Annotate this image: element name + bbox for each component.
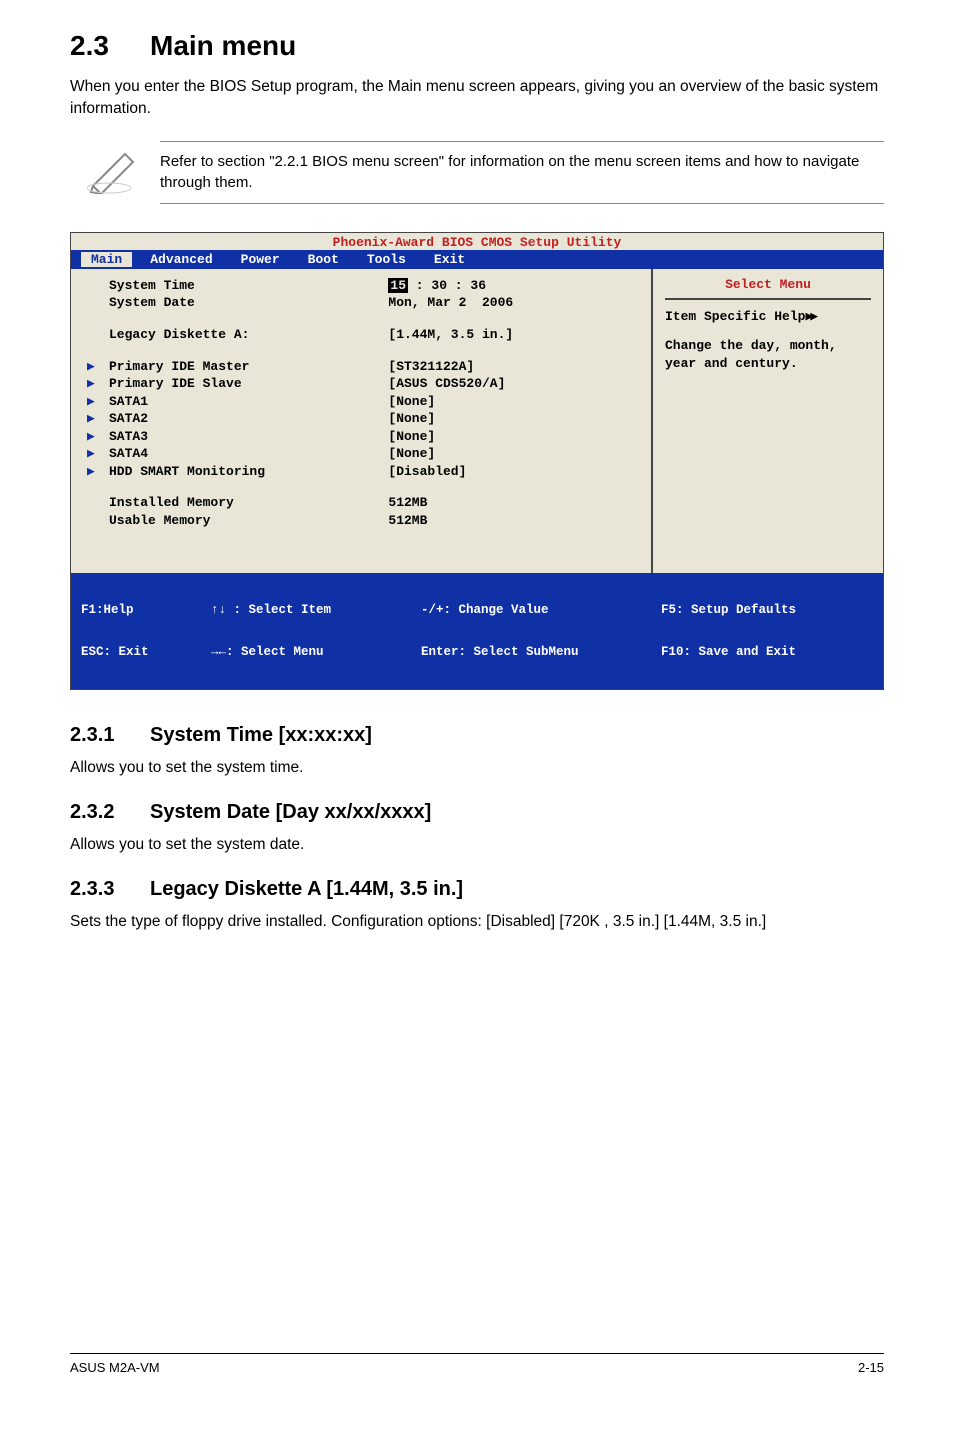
footer-f1: F1:Help	[81, 603, 211, 617]
submenu-arrow-icon: ▶	[87, 428, 109, 446]
submenu-arrow-icon: ▶	[87, 393, 109, 411]
tab-boot[interactable]: Boot	[294, 252, 353, 267]
tab-tools[interactable]: Tools	[353, 252, 420, 267]
heading-title: Main menu	[150, 30, 296, 61]
tab-main[interactable]: Main	[81, 252, 132, 267]
section-heading: 2.3.3Legacy Diskette A [1.44M, 3.5 in.]	[70, 878, 884, 901]
section-legacy-diskette: 2.3.3Legacy Diskette A [1.44M, 3.5 in.] …	[70, 878, 884, 933]
tab-power[interactable]: Power	[227, 252, 294, 267]
submenu-arrow-icon: ▶	[87, 410, 109, 428]
tab-exit[interactable]: Exit	[420, 252, 479, 267]
section-body: Allows you to set the system time.	[70, 757, 884, 779]
bios-title: Phoenix-Award BIOS CMOS Setup Utility	[71, 233, 883, 250]
page-heading: 2.3Main menu	[70, 30, 884, 62]
bios-body: System Time 15 : 30 : 36 System Date Mon…	[71, 269, 883, 574]
row-primary-master[interactable]: ▶Primary IDE Master [ST321122A]	[87, 358, 635, 376]
submenu-arrow-icon: ▶	[87, 463, 109, 481]
footer-select-submenu: Enter: Select SubMenu	[421, 645, 661, 659]
help-block: Item Specific Help▶▶ Change the day, mon…	[665, 300, 871, 373]
note-text: Refer to section "2.2.1 BIOS menu screen…	[160, 141, 884, 204]
footer-esc: ESC: Exit	[81, 645, 211, 659]
footer-select-item: ↑↓ : Select Item	[211, 603, 421, 617]
section-body: Allows you to set the system date.	[70, 834, 884, 856]
section-heading: 2.3.1System Time [xx:xx:xx]	[70, 724, 884, 747]
bios-menubar: Main Advanced Power Boot Tools Exit	[71, 250, 883, 269]
row-installed-memory: Installed Memory 512MB	[87, 494, 635, 512]
legacy-label: Legacy Diskette A:	[109, 327, 249, 342]
time-hour-selected: 15	[388, 278, 408, 293]
submenu-arrow-icon: ▶	[87, 358, 109, 376]
double-arrow-icon: ▶▶	[805, 309, 815, 324]
row-sata2[interactable]: ▶SATA2 [None]	[87, 410, 635, 428]
system-date-value: Mon, Mar 2 2006	[388, 294, 635, 312]
section-system-date: 2.3.2System Date [Day xx/xx/xxxx] Allows…	[70, 801, 884, 856]
help-title: Item Specific Help	[665, 309, 805, 324]
pencil-icon	[70, 146, 160, 199]
time-rest: : 30 : 36	[408, 278, 486, 293]
row-system-time[interactable]: System Time 15 : 30 : 36	[87, 277, 635, 295]
row-usable-memory: Usable Memory 512MB	[87, 512, 635, 530]
system-date-label: System Date	[109, 295, 195, 310]
bios-screen: Phoenix-Award BIOS CMOS Setup Utility Ma…	[70, 232, 884, 691]
section-heading: 2.3.2System Date [Day xx/xx/xxxx]	[70, 801, 884, 824]
row-sata1[interactable]: ▶SATA1 [None]	[87, 393, 635, 411]
page-footer: ASUS M2A-VM 2-15	[70, 1353, 884, 1375]
bios-footer: F1:Help ESC: Exit ↑↓ : Select Item →←: S…	[71, 573, 883, 689]
submenu-arrow-icon: ▶	[87, 445, 109, 463]
heading-number: 2.3	[70, 30, 150, 62]
intro-paragraph: When you enter the BIOS Setup program, t…	[70, 76, 884, 119]
tab-advanced[interactable]: Advanced	[136, 252, 226, 267]
bios-left-panel: System Time 15 : 30 : 36 System Date Mon…	[71, 269, 653, 574]
submenu-arrow-icon: ▶	[87, 375, 109, 393]
footer-f5: F5: Setup Defaults	[661, 603, 873, 617]
section-system-time: 2.3.1System Time [xx:xx:xx] Allows you t…	[70, 724, 884, 779]
row-sata4[interactable]: ▶SATA4 [None]	[87, 445, 635, 463]
footer-left: ASUS M2A-VM	[70, 1360, 160, 1375]
legacy-value: [1.44M, 3.5 in.]	[388, 326, 635, 344]
select-menu-header: Select Menu	[665, 277, 871, 300]
section-body: Sets the type of floppy drive installed.…	[70, 911, 884, 933]
help-body: Change the day, month, year and century.	[665, 337, 871, 372]
footer-select-menu: →←: Select Menu	[211, 645, 421, 659]
row-hdd-smart[interactable]: ▶HDD SMART Monitoring [Disabled]	[87, 463, 635, 481]
footer-right: 2-15	[858, 1360, 884, 1375]
bios-right-panel: Select Menu Item Specific Help▶▶ Change …	[653, 269, 883, 574]
note-box: Refer to section "2.2.1 BIOS menu screen…	[70, 141, 884, 204]
row-system-date[interactable]: System Date Mon, Mar 2 2006	[87, 294, 635, 312]
row-legacy-diskette[interactable]: Legacy Diskette A: [1.44M, 3.5 in.]	[87, 326, 635, 344]
row-primary-slave[interactable]: ▶Primary IDE Slave [ASUS CDS520/A]	[87, 375, 635, 393]
row-sata3[interactable]: ▶SATA3 [None]	[87, 428, 635, 446]
footer-f10: F10: Save and Exit	[661, 645, 873, 659]
footer-change-value: -/+: Change Value	[421, 603, 661, 617]
system-time-label: System Time	[109, 278, 195, 293]
